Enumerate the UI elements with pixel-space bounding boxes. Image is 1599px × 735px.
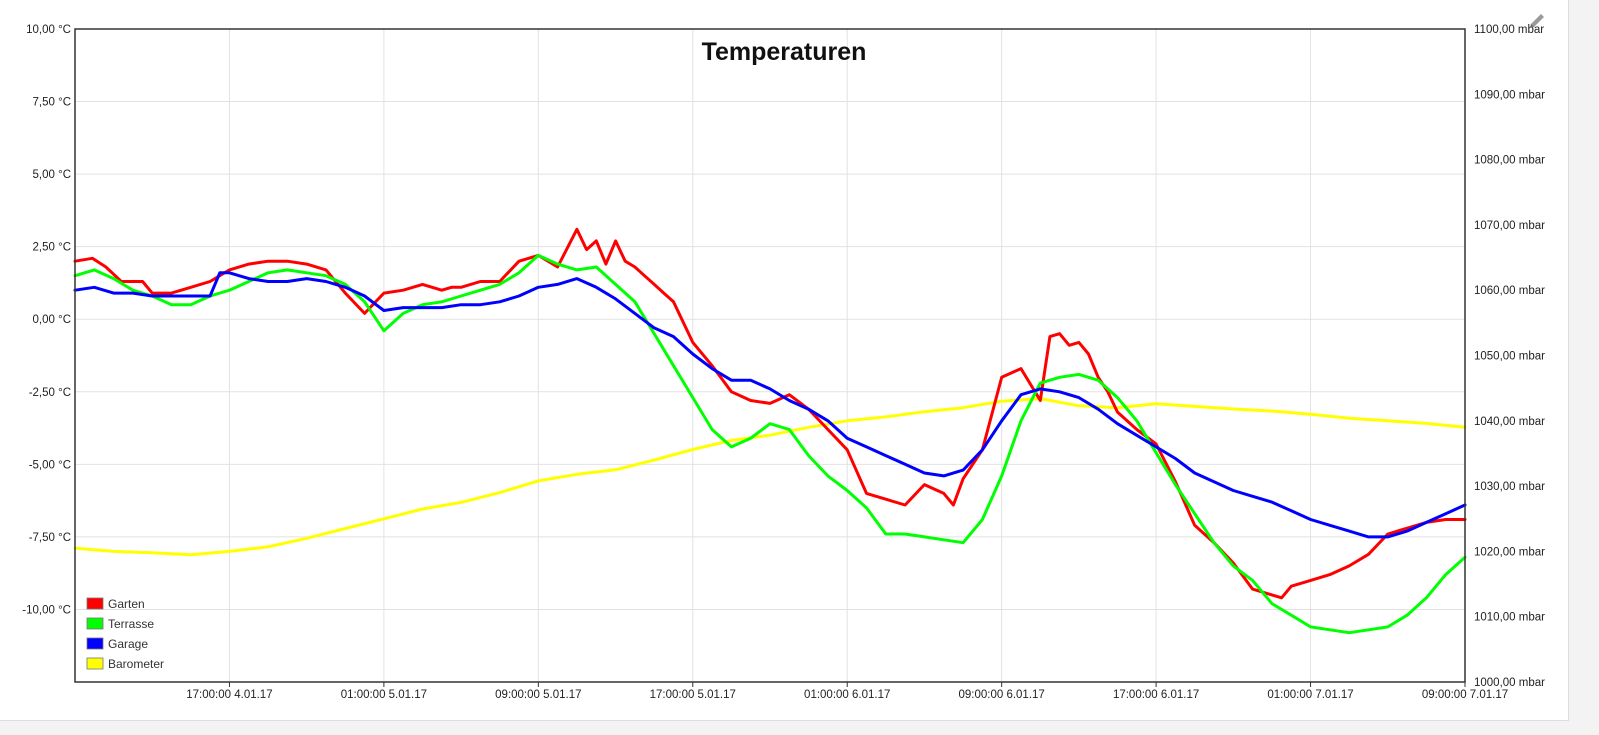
y-left-tick-label: 7,50 °C [33, 97, 71, 109]
y-right-tick-label: 1090,00 mbar [1474, 89, 1545, 101]
legend-swatch-garten [86, 597, 104, 610]
x-tick-label: 09:00:00 6.01.17 [958, 689, 1044, 701]
series-line-garten [73, 227, 1467, 600]
left-axis: 10,00 °C 7,50 °C 5,00 °C 2,50 °C 0,00 °C -2,5… [22, 24, 71, 616]
y-right-tick-label: 1060,00 mbar [1474, 285, 1545, 297]
y-right-tick-label: 1070,00 mbar [1474, 220, 1545, 232]
legend-label-terrasse: Terrasse [108, 617, 154, 631]
y-right-tick-label: 1030,00 mbar [1474, 481, 1545, 493]
x-axis: 17:00:00 4.01.17 01:00:00 5.01.17 09:00:00… [186, 682, 1508, 701]
y-right-tick-label: 1100,00 mbar [1474, 24, 1544, 36]
series-layer [73, 227, 1467, 635]
series-line-barometer [73, 397, 1467, 557]
y-right-tick-label: 1080,00 mbar [1474, 155, 1545, 167]
x-tick-label: 17:00:00 6.01.17 [1113, 689, 1199, 701]
y-left-tick-label: -5,00 °C [29, 459, 71, 471]
x-tick-label: 01:00:00 7.01.17 [1267, 689, 1353, 701]
y-right-tick-label: 1020,00 mbar [1474, 546, 1545, 558]
pencil-icon[interactable] [1526, 10, 1548, 32]
y-right-tick-label: 1040,00 mbar [1474, 416, 1545, 428]
legend-swatch-barometer [86, 657, 104, 670]
plot-border [74, 28, 1466, 683]
legend-swatch-garage [86, 637, 104, 650]
right-axis: 1100,00 mbar 1090,00 mbar 1080,00 mbar 1070… [1474, 24, 1545, 689]
y-left-tick-label: 10,00 °C [26, 24, 71, 36]
chart-container: 10,00 °C 7,50 °C 5,00 °C 2,50 °C 0,00 °C -2,5… [0, 0, 1569, 721]
y-left-tick-label: -10,00 °C [22, 604, 71, 616]
x-tick-label: 17:00:00 4.01.17 [186, 689, 272, 701]
y-left-tick-label: 2,50 °C [33, 242, 71, 254]
legend-label-garage: Garage [108, 637, 148, 651]
x-tick-label: 01:00:00 6.01.17 [804, 689, 890, 701]
x-tick-label: 01:00:00 5.01.17 [341, 689, 427, 701]
chart-title: Temperaturen [702, 38, 867, 66]
x-tick-label: 17:00:00 5.01.17 [650, 689, 736, 701]
legend: Garten Terrasse Garage Barometer [86, 597, 164, 671]
series-line-garage [73, 271, 1467, 539]
temperature-chart: 10,00 °C 7,50 °C 5,00 °C 2,50 °C 0,00 °C -2,5… [22, 24, 1545, 701]
y-right-tick-label: 1000,00 mbar [1474, 677, 1545, 689]
y-left-tick-label: 5,00 °C [33, 169, 71, 181]
x-tick-label: 09:00:00 7.01.17 [1422, 689, 1508, 701]
y-left-tick-label: 0,00 °C [33, 314, 71, 326]
legend-swatch-terrasse [86, 617, 104, 630]
y-right-tick-label: 1050,00 mbar [1474, 351, 1545, 363]
legend-label-garten: Garten [108, 597, 145, 611]
y-left-tick-label: -2,50 °C [29, 387, 71, 399]
y-left-tick-label: -7,50 °C [29, 532, 71, 544]
x-tick-label: 09:00:00 5.01.17 [495, 689, 581, 701]
legend-label-barometer: Barometer [108, 657, 164, 671]
series-line-terrasse [73, 253, 1467, 635]
y-right-tick-label: 1010,00 mbar [1474, 612, 1545, 624]
